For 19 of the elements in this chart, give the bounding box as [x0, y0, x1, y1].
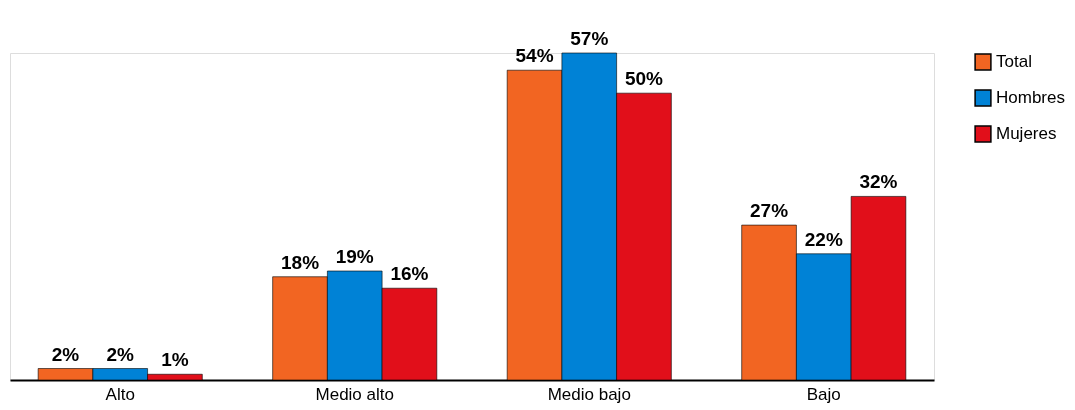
data-label: 1% [161, 349, 189, 371]
data-label: 54% [515, 45, 554, 67]
x-tick-label: Medio bajo [547, 384, 631, 404]
data-label: 57% [570, 28, 609, 49]
x-tick-label: Bajo [806, 384, 841, 404]
data-label: 2% [106, 343, 135, 365]
legend-label: Mujeres [996, 124, 1057, 143]
data-label: 16% [390, 263, 429, 285]
data-label: 27% [750, 200, 789, 222]
data-label: 2% [51, 343, 80, 365]
data-label: 22% [804, 228, 843, 250]
data-label: 32% [859, 171, 898, 193]
data-label: 19% [335, 246, 374, 267]
x-tick-label: Alto [105, 384, 135, 404]
legend-label: Hombres [996, 88, 1065, 107]
x-tick-label: Medio alto [315, 384, 394, 404]
data-label: 50% [624, 68, 664, 90]
legend-label: Total [996, 52, 1032, 71]
data-label: 18% [281, 251, 320, 273]
